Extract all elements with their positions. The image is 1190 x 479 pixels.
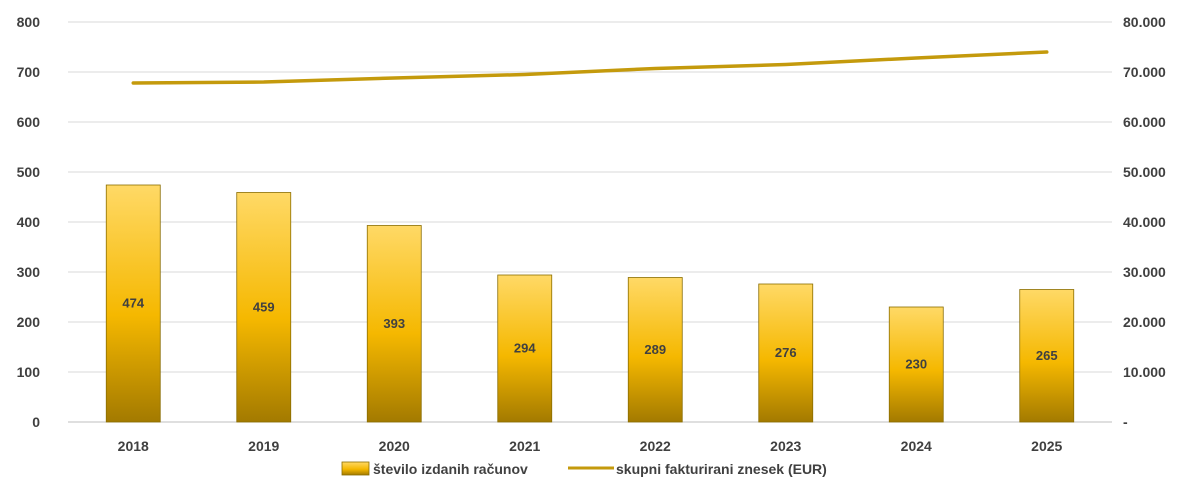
y-right-tick-label: 40.000 — [1123, 214, 1166, 230]
y-right-tick-label: 50.000 — [1123, 164, 1166, 180]
bar-data-label: 294 — [514, 341, 536, 356]
y-left-tick-label: 400 — [17, 214, 41, 230]
y-left-tick-label: 700 — [17, 64, 41, 80]
bar-data-labels: 474 459 393 294 289 276 230 265 — [122, 296, 1057, 372]
y-left-tick-label: 300 — [17, 264, 41, 280]
bar-data-label: 265 — [1036, 348, 1058, 363]
bar — [366, 225, 422, 423]
bar-data-label: 459 — [253, 299, 275, 314]
x-axis-ticks: 2018 2019 2020 2021 2022 2023 2024 2025 — [118, 438, 1063, 454]
x-tick-label: 2021 — [509, 438, 540, 454]
legend-bar-swatch — [341, 461, 370, 476]
y-right-tick-label: 80.000 — [1123, 14, 1166, 30]
bar — [105, 184, 161, 423]
bar — [236, 192, 292, 423]
bars — [105, 184, 1075, 423]
bar — [1019, 289, 1075, 423]
bar-data-label: 230 — [905, 357, 927, 372]
y-left-tick-label: 200 — [17, 314, 41, 330]
amount-series-line — [131, 50, 1049, 85]
x-tick-label: 2018 — [118, 438, 149, 454]
legend-line-label: skupni fakturirani znesek (EUR) — [616, 461, 827, 477]
left-axis-ticks: 0 100 200 300 400 500 600 700 800 — [17, 14, 41, 430]
y-right-tick-label: 10.000 — [1123, 364, 1166, 380]
bar — [758, 283, 814, 423]
bar-data-label: 393 — [383, 316, 405, 331]
bar — [627, 277, 683, 423]
y-right-tick-label: - — [1123, 414, 1128, 430]
x-tick-label: 2024 — [901, 438, 932, 454]
x-tick-label: 2023 — [770, 438, 801, 454]
x-tick-label: 2019 — [248, 438, 279, 454]
y-right-tick-label: 70.000 — [1123, 64, 1166, 80]
bar-data-label: 474 — [122, 296, 144, 311]
y-right-tick-label: 60.000 — [1123, 114, 1166, 130]
y-left-tick-label: 0 — [32, 414, 40, 430]
bar — [497, 274, 553, 423]
y-left-tick-label: 600 — [17, 114, 41, 130]
x-tick-label: 2022 — [640, 438, 671, 454]
bar-data-label: 276 — [775, 345, 797, 360]
y-right-tick-label: 30.000 — [1123, 264, 1166, 280]
x-tick-label: 2020 — [379, 438, 410, 454]
legend-bar-label: število izdanih računov — [373, 461, 528, 477]
y-right-tick-label: 20.000 — [1123, 314, 1166, 330]
y-left-tick-label: 800 — [17, 14, 41, 30]
right-axis-ticks: - 10.000 20.000 30.000 40.000 50.000 60.000 70.… — [1123, 14, 1166, 430]
y-left-tick-label: 500 — [17, 164, 41, 180]
bar — [888, 306, 944, 423]
bar-data-label: 289 — [644, 342, 666, 357]
y-left-tick-label: 100 — [17, 364, 41, 380]
x-tick-label: 2025 — [1031, 438, 1062, 454]
legend: število izdanih računov skupni fakturira… — [341, 461, 827, 477]
amount-line — [131, 50, 1049, 85]
